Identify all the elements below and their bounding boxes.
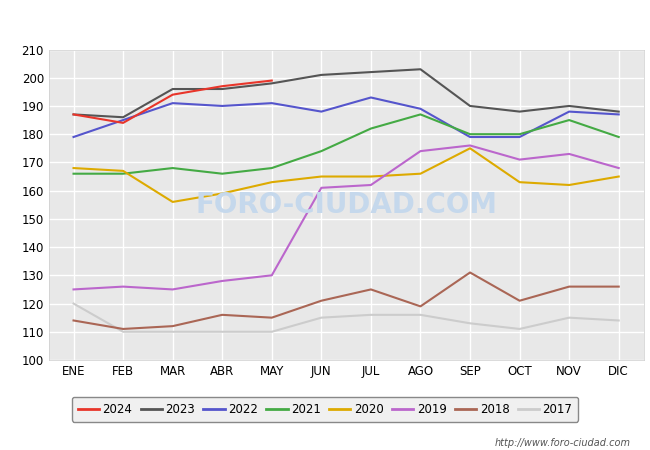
Text: http://www.foro-ciudad.com: http://www.foro-ciudad.com	[495, 438, 630, 448]
Legend: 2024, 2023, 2022, 2021, 2020, 2019, 2018, 2017: 2024, 2023, 2022, 2021, 2020, 2019, 2018…	[72, 397, 578, 422]
Text: FORO-CIUDAD.COM: FORO-CIUDAD.COM	[195, 191, 497, 219]
Text: Afiliados en Pozorrubielos de la Mancha a 31/5/2024: Afiliados en Pozorrubielos de la Mancha …	[80, 11, 570, 29]
